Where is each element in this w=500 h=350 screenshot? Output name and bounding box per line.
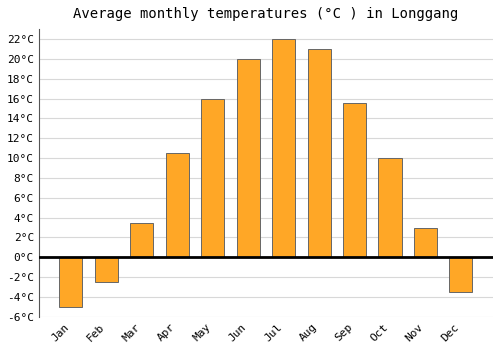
Bar [201, 98, 224, 257]
Bar [272, 39, 295, 257]
Bar [95, 257, 118, 282]
Bar [378, 158, 402, 257]
Bar [414, 228, 437, 257]
Bar [166, 153, 189, 257]
Bar [130, 223, 154, 257]
Bar [343, 104, 366, 257]
Title: Average monthly temperatures (°C ) in Longgang: Average monthly temperatures (°C ) in Lo… [74, 7, 458, 21]
Bar [308, 49, 330, 257]
Bar [450, 257, 472, 292]
Bar [236, 59, 260, 257]
Bar [60, 257, 82, 307]
